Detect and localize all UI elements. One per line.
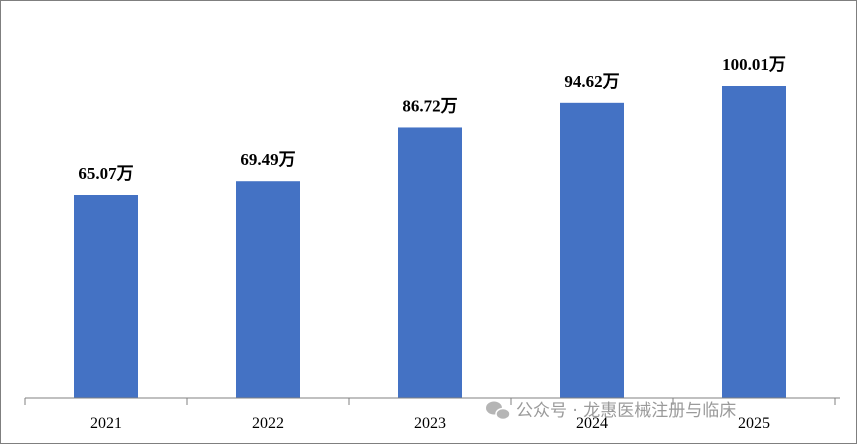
x-tick-label: 2024 [576,415,608,432]
x-tick-label: 2023 [414,415,446,432]
value-label: 65.07万 [78,164,133,183]
watermark-icon [486,401,511,421]
x-tick-label: 2022 [252,415,284,432]
x-tick-label: 2025 [738,415,770,432]
x-tick-label: 2021 [90,415,122,432]
bar [722,86,786,398]
bar [74,195,138,398]
bar [236,181,300,398]
value-label: 100.01万 [722,55,786,74]
value-label: 69.49万 [240,150,295,169]
watermark: 公众号 · 龙惠医械注册与临床 [516,401,736,421]
value-label: 86.72万 [402,96,457,115]
bar [398,127,462,398]
value-label: 94.62万 [564,72,619,91]
bar [560,102,624,398]
